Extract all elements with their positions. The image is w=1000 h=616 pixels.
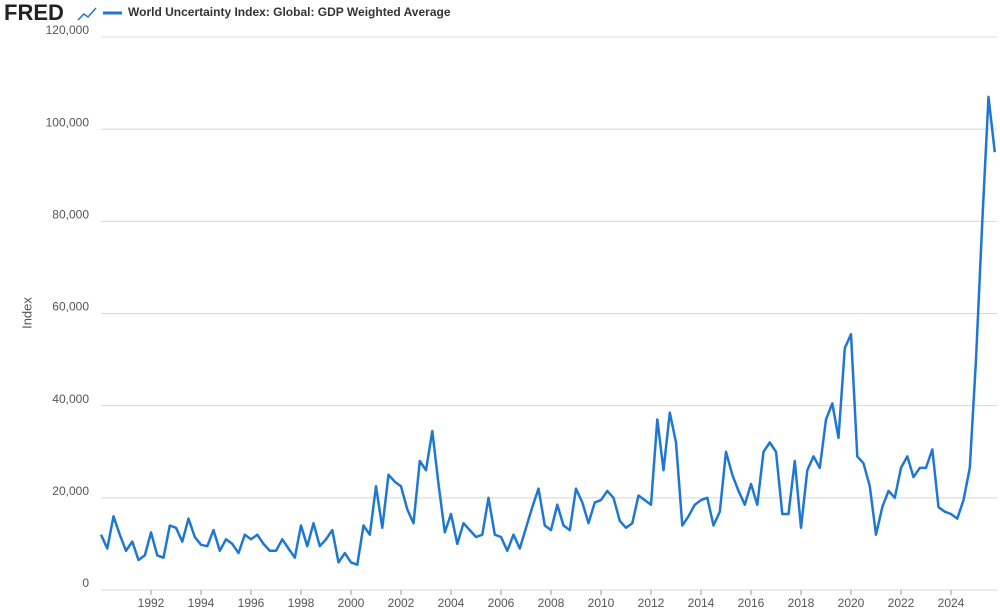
y-axis-label: Index <box>19 297 34 329</box>
logo-icon <box>77 7 97 21</box>
x-tick-label: 2022 <box>888 596 915 610</box>
y-tick-label: 80,000 <box>52 208 89 222</box>
y-tick-label: 100,000 <box>46 115 90 129</box>
x-tick-label: 2012 <box>638 596 665 610</box>
x-tick-label: 2004 <box>438 596 465 610</box>
x-tick-label: 2018 <box>788 596 815 610</box>
x-tick-label: 2014 <box>688 596 715 610</box>
x-tick-label: 1998 <box>288 596 315 610</box>
x-tick-label: 2016 <box>738 596 765 610</box>
data-line <box>99 95 997 566</box>
x-tick-label: 1994 <box>188 596 215 610</box>
x-tick-label: 2010 <box>588 596 615 610</box>
x-tick-label: 2002 <box>388 596 415 610</box>
y-tick-label: 20,000 <box>52 484 89 498</box>
y-tick-label: 60,000 <box>52 300 89 314</box>
x-tick-label: 2008 <box>538 596 565 610</box>
x-tick-label: 1992 <box>138 596 165 610</box>
y-tick-label: 40,000 <box>52 392 89 406</box>
legend-label: World Uncertainty Index: Global: GDP Wei… <box>128 5 451 19</box>
y-tick-label: 0 <box>82 576 89 590</box>
x-tick-label: 2006 <box>488 596 515 610</box>
logo: FRED <box>4 0 64 25</box>
x-tick-label: 2024 <box>938 596 965 610</box>
x-tick-label: 2020 <box>838 596 865 610</box>
x-tick-label: 1996 <box>238 596 265 610</box>
x-tick-label: 2000 <box>338 596 365 610</box>
y-tick-label: 120,000 <box>46 23 90 37</box>
